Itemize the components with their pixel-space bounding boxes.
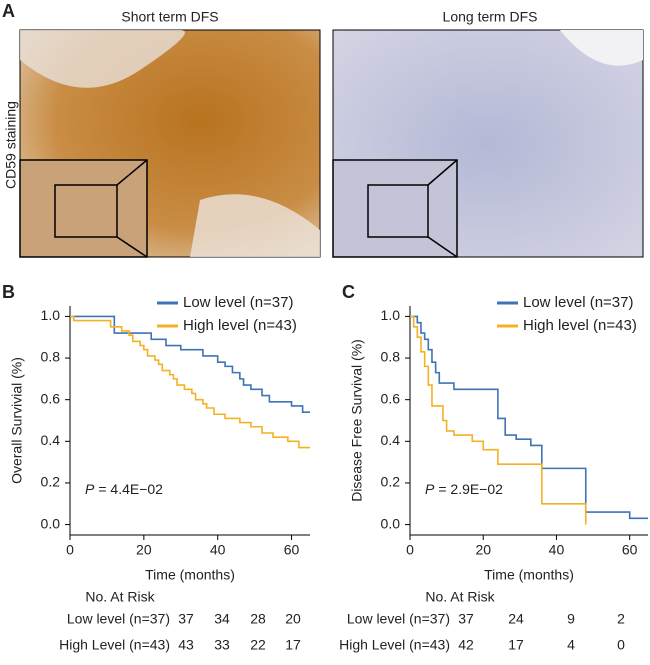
micrograph (19, 29, 321, 258)
y-tick-label: 0.2 (381, 474, 401, 490)
risk-count: 42 (458, 637, 474, 653)
y-tick-label: 0.8 (41, 349, 61, 365)
risk-count: 9 (567, 611, 575, 627)
x-tick-label: 20 (136, 542, 152, 558)
risk-count: 0 (617, 637, 625, 653)
risk-title: No. At Risk (85, 589, 155, 605)
x-tick-label: 40 (549, 542, 565, 558)
p-label: P (425, 481, 435, 497)
risk-count: 17 (508, 637, 524, 653)
p-text: = 2.9E−02 (438, 481, 503, 497)
risk-count: 24 (508, 611, 524, 627)
micrograph (332, 29, 644, 258)
risk-row-label: Low level (n=37) (347, 611, 450, 627)
p-value: P = 2.9E−02 (425, 481, 503, 497)
survival-curve (70, 315, 310, 413)
legend-label: Low level (n=37) (523, 294, 633, 311)
x-axis-label: Time (months) (145, 567, 235, 583)
x-axis-label: Time (months) (484, 567, 574, 583)
risk-count: 28 (250, 611, 266, 627)
risk-count: 43 (178, 637, 194, 653)
y-tick-label: 1.0 (381, 307, 401, 323)
y-tick-label: 1.0 (41, 307, 61, 323)
y-axis-label: Disease Free Survival (%) (349, 339, 365, 502)
risk-count: 20 (285, 611, 301, 627)
risk-count: 22 (250, 637, 266, 653)
y-tick-label: 0.8 (381, 349, 401, 365)
x-tick-label: 0 (66, 542, 74, 558)
y-tick-label: 0.2 (41, 474, 61, 490)
legend-label: Low level (n=37) (183, 294, 293, 311)
legend-label: High level (n=43) (523, 317, 637, 334)
risk-count: 33 (214, 637, 230, 653)
x-tick-label: 20 (475, 542, 491, 558)
y-tick-label: 0.6 (381, 390, 401, 406)
risk-count: 2 (617, 611, 625, 627)
y-tick-label: 0.6 (41, 390, 61, 406)
panel-label: C (342, 282, 355, 302)
risk-title: No. At Risk (425, 589, 495, 605)
x-tick-label: 40 (210, 542, 226, 558)
risk-count: 17 (285, 637, 301, 653)
p-label: P (85, 481, 95, 497)
risk-count: 37 (458, 611, 474, 627)
risk-row-label: High Level (n=43) (339, 637, 450, 653)
p-text: = 4.4E−02 (98, 481, 163, 497)
y-axis-label: Overall Survivial (%) (9, 357, 25, 484)
y-tick-label: 0.4 (381, 432, 401, 448)
risk-row-label: Low level (n=37) (67, 611, 170, 627)
x-tick-label: 60 (284, 542, 300, 558)
y-tick-label: 0.4 (41, 432, 61, 448)
panel-label: A (2, 1, 15, 21)
legend-label: High level (n=43) (183, 317, 297, 334)
image-title: Short term DFS (121, 9, 218, 25)
risk-row-label: High Level (n=43) (59, 637, 170, 653)
panel-label: B (2, 282, 15, 302)
x-tick-label: 60 (622, 542, 638, 558)
risk-count: 4 (567, 637, 575, 653)
image-title: Long term DFS (443, 9, 538, 25)
risk-count: 34 (214, 611, 230, 627)
y-tick-label: 0.0 (41, 515, 61, 531)
survival-curve (410, 315, 587, 525)
survival-curve (70, 315, 310, 449)
image-ylabel: CD59 staining (3, 101, 19, 189)
y-tick-label: 0.0 (381, 515, 401, 531)
risk-count: 37 (178, 611, 194, 627)
x-tick-label: 0 (406, 542, 414, 558)
p-value: P = 4.4E−02 (85, 481, 163, 497)
